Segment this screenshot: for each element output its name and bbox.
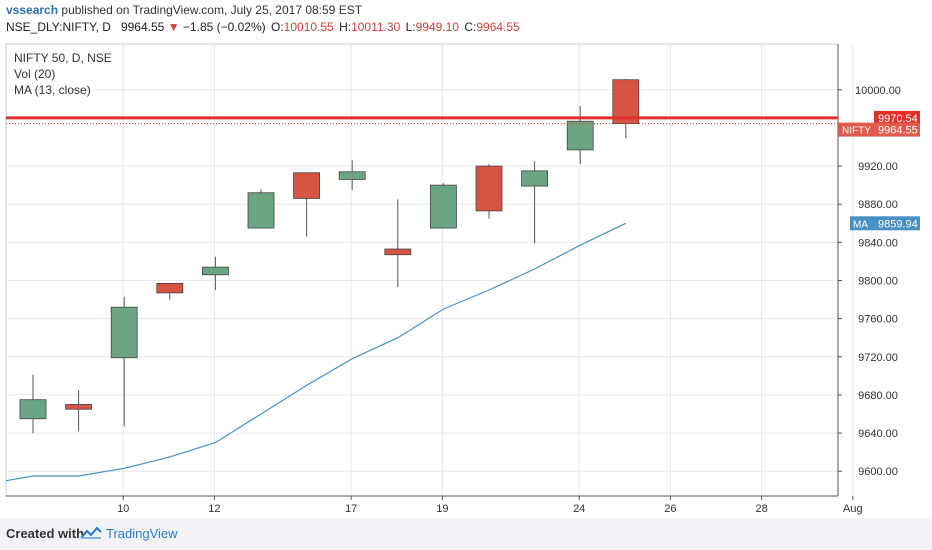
high-label: H: (339, 20, 352, 34)
y-tick-label: 9920.00 (858, 161, 898, 173)
candle-body (65, 404, 92, 410)
y-tick-label: 10000.00 (855, 85, 901, 97)
x-tick-label: 24 (573, 503, 585, 515)
x-tick-label: 12 (208, 503, 220, 515)
open-value: 10010.55 (283, 20, 334, 34)
candle (110, 296, 138, 427)
y-tick-label: 9800.00 (858, 275, 898, 287)
candle-body (338, 171, 366, 180)
plot-border (5, 43, 839, 497)
author-link[interactable]: vssearch (6, 3, 59, 17)
footer-bar: Created with TradingView (0, 518, 932, 550)
candle-body (19, 399, 47, 420)
price-tag-hline: 9970.54 (874, 110, 920, 125)
candlestick-chart[interactable]: 10 12 17 19 24 26 28 Aug 9600.009640.009680.009… (0, 38, 932, 516)
hline-value-label: 9970.54 (878, 113, 918, 125)
price-tag-ma: MA 9859.94 (850, 216, 920, 231)
x-tick-label: 17 (345, 503, 357, 515)
candle (201, 256, 229, 291)
candle (521, 161, 548, 244)
x-tick-label: 26 (664, 503, 676, 515)
price-tag-close: NIFTY 9964.55 (838, 122, 920, 137)
candle (338, 160, 366, 190)
candle (475, 164, 503, 219)
legend-volume: Vol (20) (14, 67, 55, 81)
change-value: −1.85 (−0.02%) (182, 20, 266, 34)
ma-line (5, 222, 627, 482)
tradingview-logo-icon (80, 526, 102, 539)
candle (429, 183, 457, 229)
low-label: L: (405, 20, 416, 34)
publish-line: vssearch published on TradingView.com, J… (6, 3, 362, 17)
close-value-label: 9964.55 (878, 125, 918, 137)
ma-tag-name: MA (853, 219, 868, 230)
candles (19, 78, 640, 434)
y-axis: 9600.00 9640.00 9680.00 9720.00 9760.00 9800.… (838, 85, 901, 478)
candle-body (201, 266, 229, 276)
ma-value-label: 9859.94 (878, 218, 918, 230)
y-tick-label: 9760.00 (858, 314, 898, 326)
tradingview-brand-link[interactable]: TradingView (106, 526, 178, 541)
x-tick-label: 19 (436, 503, 448, 515)
candle-body (521, 170, 548, 187)
candle (65, 390, 92, 432)
candle-body (475, 165, 503, 212)
grid (6, 44, 854, 496)
y-tick-label: 9640.00 (858, 428, 898, 440)
candle-body (384, 248, 412, 256)
candle-body (429, 184, 457, 229)
candle-body (293, 172, 321, 199)
candle (19, 374, 47, 434)
candle (384, 199, 412, 288)
open-label: O: (271, 20, 284, 34)
published-text: published on TradingView.com, July 25, 2… (61, 3, 363, 17)
y-tick-label: 9600.00 (858, 466, 898, 478)
down-arrow-icon: ▼ (167, 20, 180, 34)
created-with-text: Created with (6, 526, 85, 541)
candle-body (156, 282, 184, 294)
horizontal-line-layer (6, 116, 838, 125)
x-tick-label: 10 (117, 503, 129, 515)
x-tick-label: Aug (843, 503, 863, 515)
x-tick-label: 28 (755, 503, 767, 515)
y-tick-label: 9680.00 (858, 390, 898, 402)
quote-line: NSE_DLY:NIFTY, D 9964.55 ▼ −1.85 (−0.02%… (6, 20, 520, 34)
y-tick-label: 9720.00 (858, 352, 898, 364)
x-axis: 10 12 17 19 24 26 28 Aug (117, 496, 863, 515)
legend-ma: MA (13, close) (14, 83, 91, 97)
symbol-label: NSE_DLY:NIFTY, D (6, 20, 111, 34)
candle-body (612, 79, 640, 124)
close-tag-name: NIFTY (842, 126, 871, 137)
candle-body (247, 192, 275, 229)
high-value: 10011.30 (351, 20, 401, 34)
legend-symbol: NIFTY 50, D, NSE (14, 51, 112, 65)
y-tick-label: 9840.00 (858, 237, 898, 249)
close-value: 9964.55 (476, 20, 520, 34)
y-tick-label: 9880.00 (858, 199, 898, 211)
candle (612, 78, 640, 139)
ma-series (5, 222, 627, 482)
candle (247, 188, 275, 229)
last-price: 9964.55 (120, 20, 165, 34)
chart-header: vssearch published on TradingView.com, J… (0, 0, 932, 38)
candle-body (566, 120, 594, 151)
candle (293, 172, 321, 237)
candle (566, 105, 594, 165)
low-value: 9949.10 (415, 20, 459, 34)
candle (156, 282, 184, 300)
close-label: C: (464, 20, 477, 34)
candle-body (110, 306, 138, 359)
